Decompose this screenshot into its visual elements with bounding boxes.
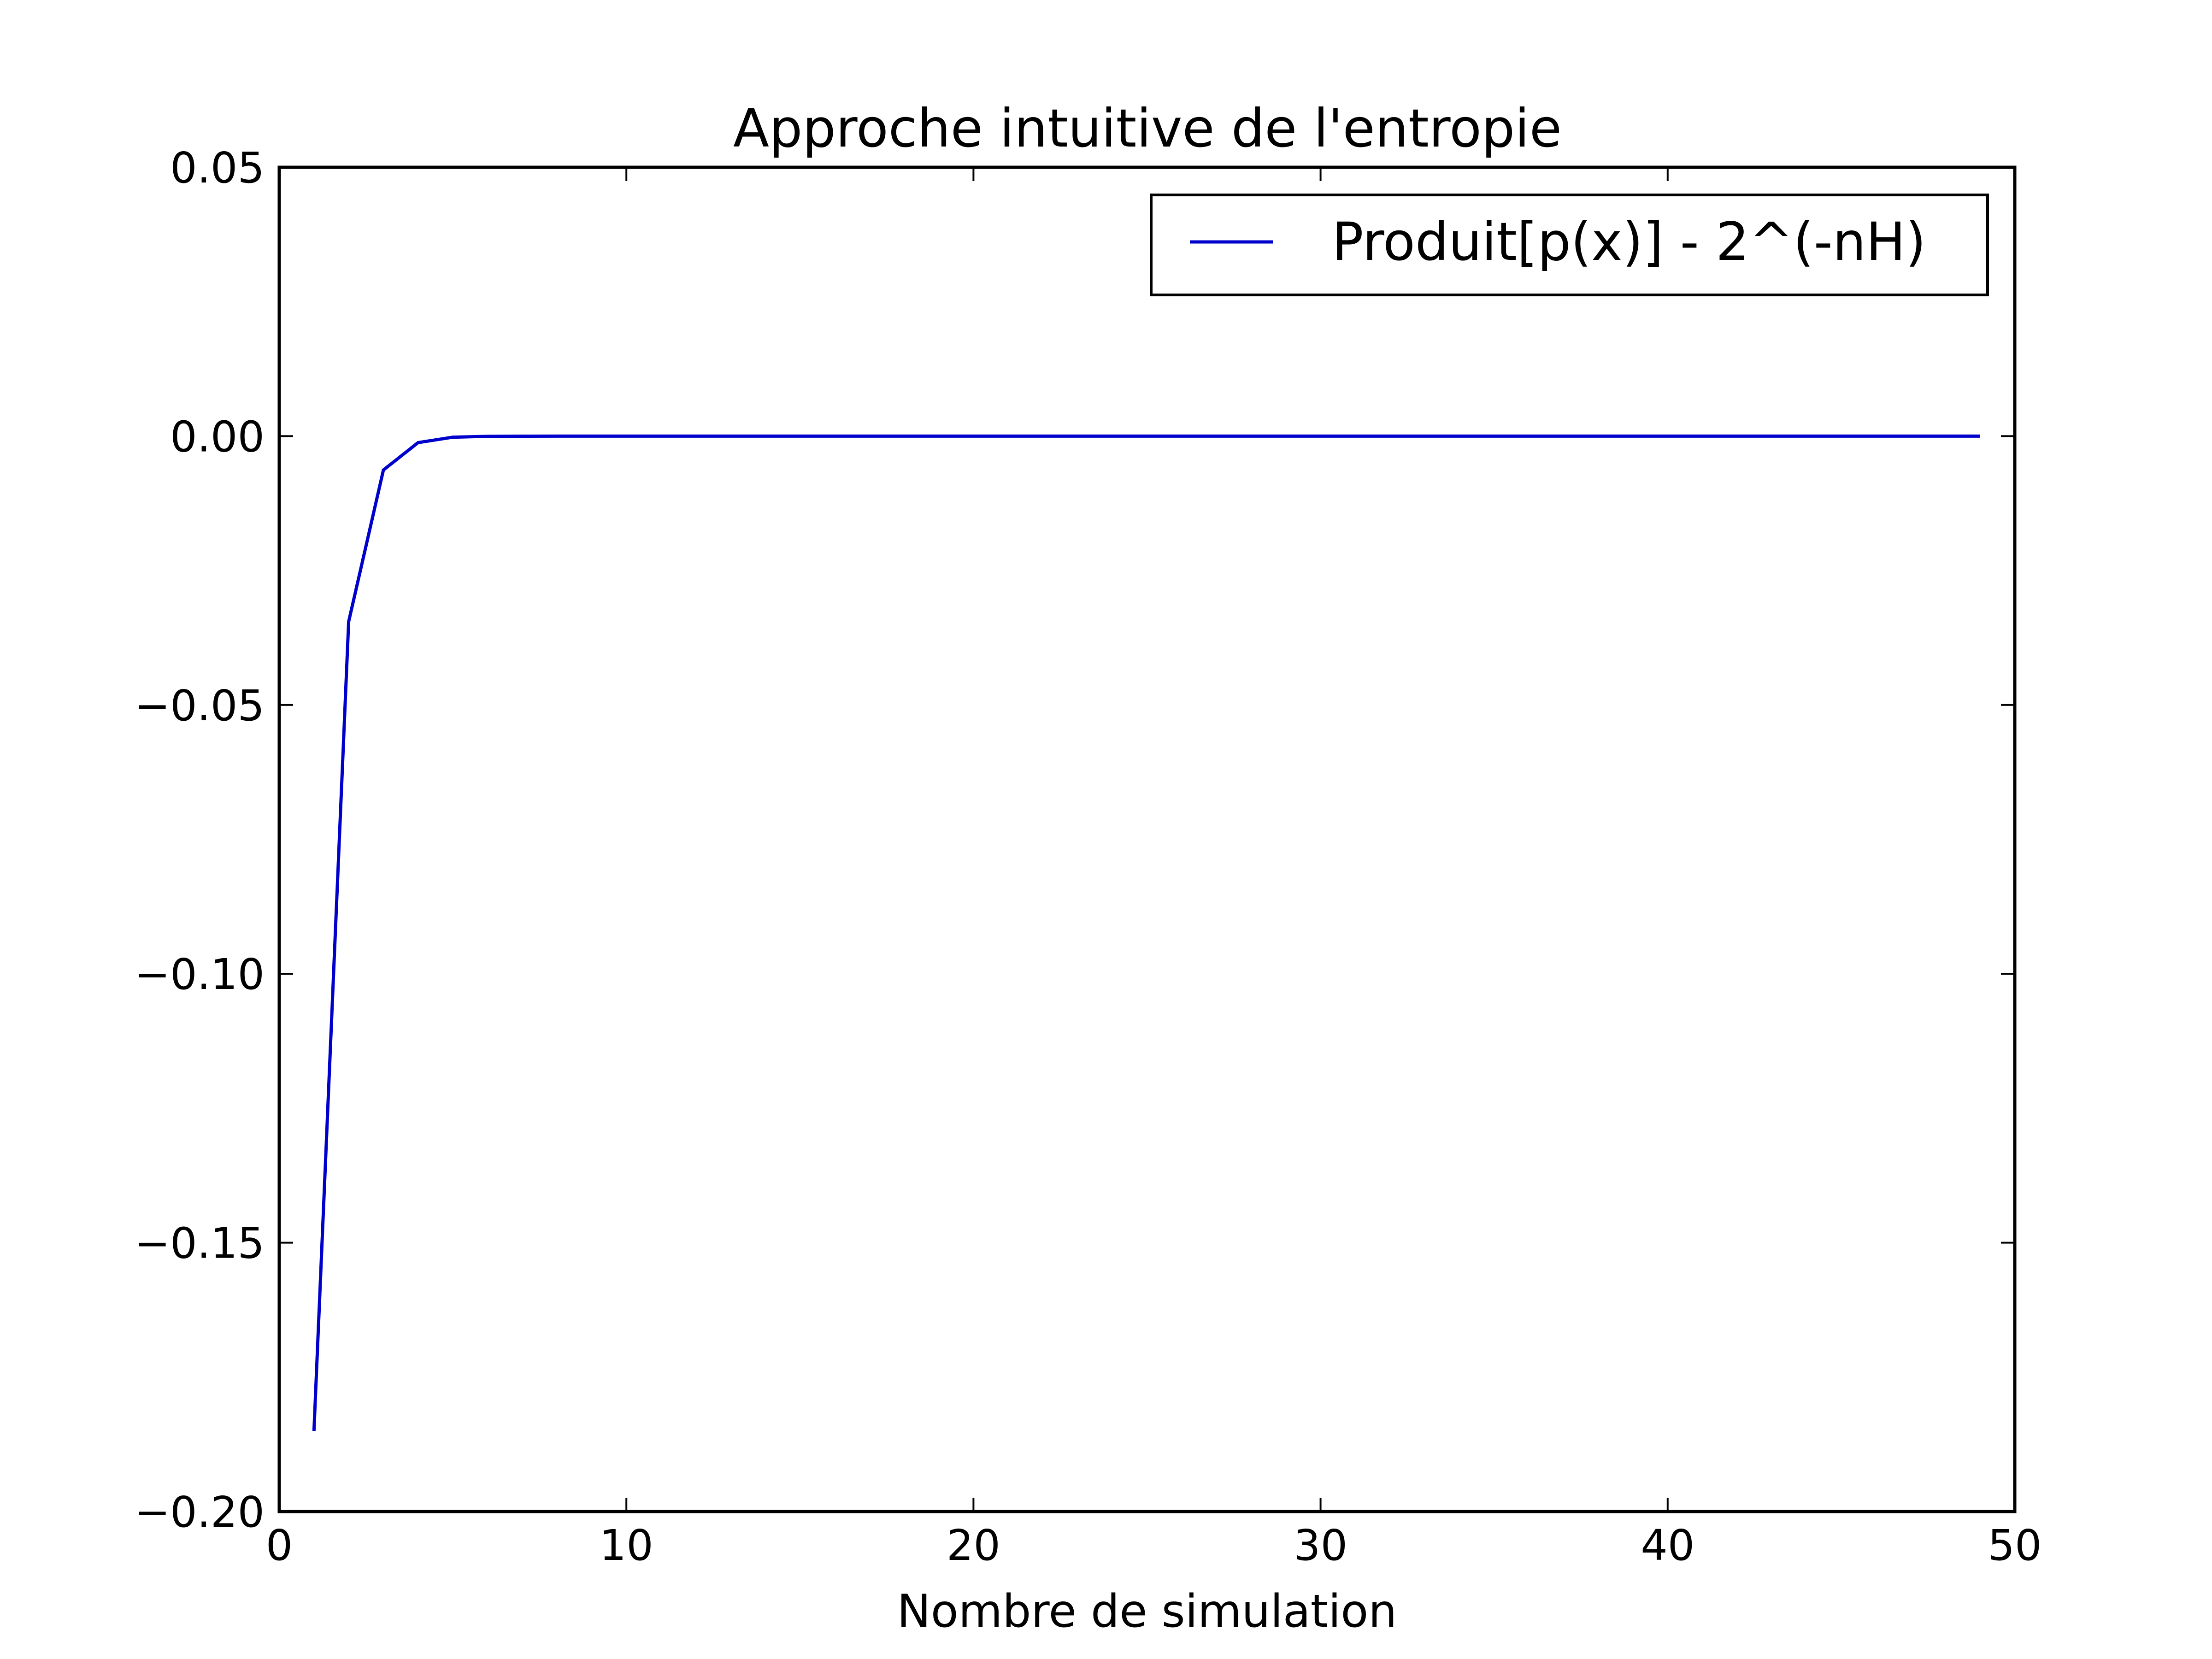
- series-line: [312, 434, 1980, 1431]
- axes-frame: [277, 165, 2017, 1513]
- x-axis-label: Nombre de simulation: [897, 1585, 1397, 1638]
- x-tick-label: 0: [266, 1521, 293, 1570]
- x-tick-label: 30: [1294, 1521, 1347, 1570]
- x-axis: 0 10 20 30 40 50: [266, 167, 2042, 1570]
- legend-series-label: Produit[p(x)] - 2^(-nH): [1332, 211, 1926, 272]
- y-tick-label: −0.20: [135, 1488, 265, 1537]
- x-tick-label: 50: [1988, 1521, 2041, 1570]
- legend-box: [1150, 194, 1989, 296]
- y-tick-label: 0.05: [170, 143, 265, 193]
- y-tick-label: 0.00: [170, 412, 265, 461]
- chart-title: Approche intuitive de l'entropie: [733, 98, 1562, 159]
- plot-background: [279, 167, 2015, 1512]
- y-tick-label: −0.10: [135, 950, 265, 999]
- y-axis: 0.05 0.00 −0.05 −0.10 −0.15 −0.20: [135, 143, 2015, 1537]
- series-layer: [312, 434, 1980, 1431]
- plot-area: [279, 167, 2015, 1512]
- y-tick-label: −0.15: [135, 1219, 265, 1268]
- x-tick-label: 20: [947, 1521, 1000, 1570]
- x-tick-label: 10: [600, 1521, 653, 1570]
- y-tick-label: −0.05: [135, 681, 265, 730]
- x-tick-label: 40: [1641, 1521, 1694, 1570]
- legend: Produit[p(x)] - 2^(-nH): [1150, 194, 1989, 296]
